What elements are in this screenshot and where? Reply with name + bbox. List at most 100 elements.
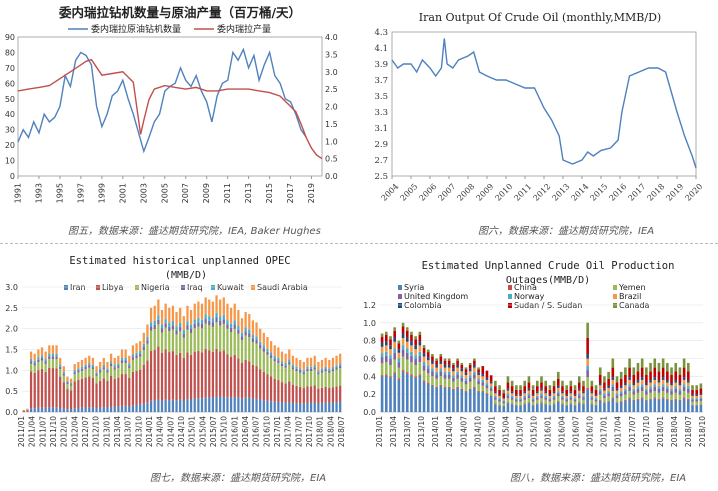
chart3-bar-segment xyxy=(259,399,262,412)
chart4-bar-segment xyxy=(531,401,535,405)
chart3-bar-segment xyxy=(302,388,305,404)
chart4-bar-segment xyxy=(603,388,606,391)
chart4-bar-segment xyxy=(582,391,585,394)
chart3-bar-segment xyxy=(29,351,33,359)
chart3-bar-segment xyxy=(40,355,44,358)
chart3-bar-segment xyxy=(91,407,95,412)
chart3-bar-segment xyxy=(328,368,331,371)
chart3-bar-segment xyxy=(84,367,87,370)
chart4-bar-segment xyxy=(657,382,661,387)
chart4-bar-segment xyxy=(460,389,464,412)
chart3-bar-segment xyxy=(128,406,131,412)
chart4-bar-segment xyxy=(523,397,527,400)
chart3-bar-segment xyxy=(208,320,211,326)
chart2-ytick: 2.7 xyxy=(374,156,388,166)
chart3-bar-segment xyxy=(29,371,33,409)
chart3-bar-segment xyxy=(317,388,320,404)
chart4-bar-segment xyxy=(695,399,699,402)
chart3-bar-segment xyxy=(142,332,145,344)
chart3-xtick: 2015/07 xyxy=(209,416,218,447)
chart4-bar-segment xyxy=(494,386,497,392)
chart3-bar-segment xyxy=(157,299,160,316)
chart4-bar-segment xyxy=(615,388,619,391)
chart3-bar-segment xyxy=(266,374,269,401)
chart4-bar-segment xyxy=(506,390,510,394)
chart3-bar-segment xyxy=(55,368,58,408)
chart4-bar-segment xyxy=(645,385,648,389)
chart4-bar-segment xyxy=(607,378,610,386)
chart4-bar-segment xyxy=(384,345,388,352)
chart3-bar-segment xyxy=(219,316,222,321)
chart4-bar-segment xyxy=(473,387,476,412)
chart3-bar-segment xyxy=(309,366,313,369)
chart4-bar-segment xyxy=(443,386,447,388)
chart4-bar-segment xyxy=(598,394,602,400)
chart1-title: 委内瑞拉钻机数量与原油产量（百万桶/天） xyxy=(58,5,301,20)
section-divider xyxy=(0,243,718,244)
chart4-bar-segment xyxy=(666,388,669,393)
chart3-bar-segment xyxy=(146,324,149,337)
chart4-bar-segment xyxy=(456,387,459,412)
chart4-xtick: 2018/04 xyxy=(670,416,679,447)
chart4-bar-segment xyxy=(636,388,640,393)
chart4-bar-segment xyxy=(506,388,510,391)
chart3-bar-segment xyxy=(233,303,236,321)
chart3-bar-segment xyxy=(175,334,178,355)
chart4-bar-segment xyxy=(527,395,531,399)
chart3-xtick: 2016/01 xyxy=(230,416,239,447)
chart4-title2: Outages(MMB/D) xyxy=(506,275,590,286)
chart4-bar-segment xyxy=(556,378,560,386)
chart3-bar-segment xyxy=(309,402,313,412)
chart3-bar-segment xyxy=(168,322,171,327)
chart3-bar-segment xyxy=(77,372,80,380)
chart4-bar-segment xyxy=(523,391,527,394)
chart4-bar-segment xyxy=(598,391,602,395)
chart4-bar-segment xyxy=(393,337,396,342)
chart4-bar-segment xyxy=(384,351,388,356)
chart3-bar-segment xyxy=(131,354,135,358)
chart4-legend-swatch xyxy=(613,303,617,308)
chart4-bar-segment xyxy=(477,391,480,412)
chart3-bar-segment xyxy=(109,366,113,376)
chart3-bar-segment xyxy=(149,322,153,327)
chart3-bar-segment xyxy=(226,328,229,355)
chart3-legend-label: Iran xyxy=(70,283,86,292)
chart3-xtick: 2013/04 xyxy=(113,416,122,447)
chart1-xtick: 2009 xyxy=(202,183,211,203)
chart4-xtick: 2017/01 xyxy=(600,416,609,447)
chart3-bar-segment xyxy=(29,358,33,362)
chart4-bar-segment xyxy=(682,379,686,385)
chart4-bar-segment xyxy=(422,356,426,362)
chart3-bar-segment xyxy=(219,320,222,326)
chart4-bar-segment xyxy=(485,385,489,389)
chart4-bar-segment xyxy=(682,367,686,378)
chart4-bar-segment xyxy=(460,388,464,390)
chart3-bar-segment xyxy=(153,320,156,325)
chart3-bar-segment xyxy=(269,352,273,356)
chart4-bar-segment xyxy=(468,375,472,378)
chart4-xtick: 2016/07 xyxy=(572,416,581,447)
chart3-bar-segment xyxy=(37,362,40,371)
chart4-bar-segment xyxy=(456,371,459,375)
chart4-bar-segment xyxy=(615,402,619,404)
chart3-xtick: 2011/10 xyxy=(49,416,58,447)
chart3-bar-segment xyxy=(124,360,127,363)
chart4-bar-segment xyxy=(397,367,401,379)
chart4-bar-segment xyxy=(649,382,652,387)
chart3-bar-segment xyxy=(77,370,80,373)
chart4-bar-segment xyxy=(405,348,409,353)
chart3-bar-segment xyxy=(99,368,102,371)
chart1-xtick: 2003 xyxy=(139,183,148,203)
chart4-bar-segment xyxy=(590,403,594,405)
chart4-bar-segment xyxy=(510,380,514,387)
chart4-bar-segment xyxy=(527,388,531,391)
chart4-bar-segment xyxy=(653,391,657,398)
chart3-legend-label: Kuwait xyxy=(217,283,244,292)
chart4-bar-segment xyxy=(548,404,552,406)
chart3-bar-segment xyxy=(88,355,91,364)
chart4-bar-segment xyxy=(577,402,581,404)
chart4-bar-segment xyxy=(657,362,661,372)
chart3-bar-segment xyxy=(208,325,211,351)
chart4-bar-segment xyxy=(687,386,690,389)
chart3-bar-segment xyxy=(229,332,233,357)
